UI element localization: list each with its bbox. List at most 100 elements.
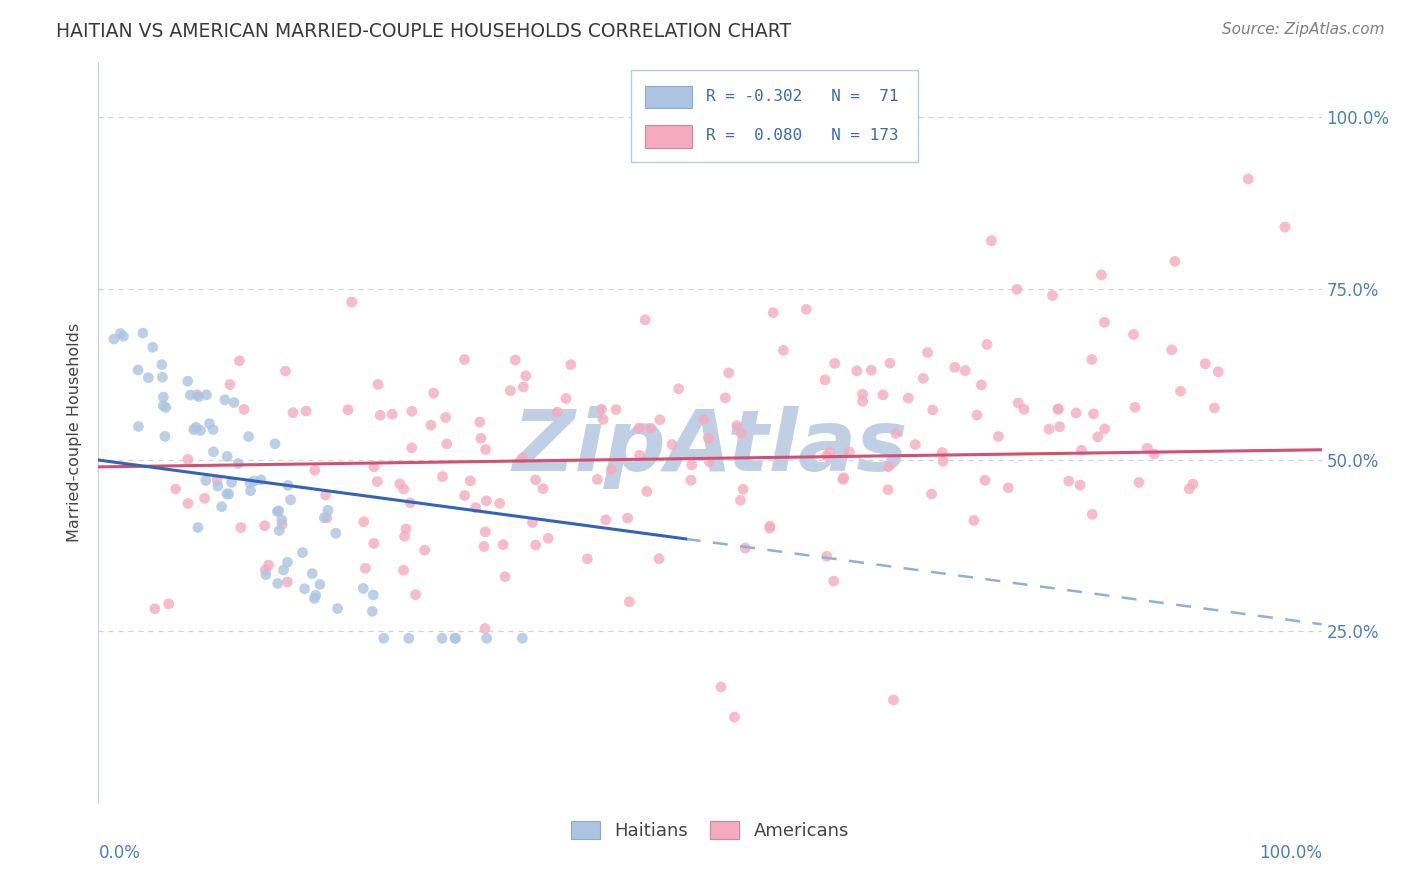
Point xyxy=(1094,315,1116,329)
Legend: Haitians, Americans: Haitians, Americans xyxy=(562,813,858,849)
Point xyxy=(366,475,388,489)
Point xyxy=(1090,268,1112,282)
Point xyxy=(1164,254,1187,268)
Point xyxy=(1083,407,1105,421)
Point xyxy=(325,526,347,541)
Point xyxy=(953,364,976,378)
Point xyxy=(699,455,721,469)
Point xyxy=(304,463,326,477)
Point xyxy=(309,577,332,591)
Point xyxy=(730,426,752,441)
Point xyxy=(243,474,266,488)
Point xyxy=(697,431,720,445)
Point xyxy=(276,555,298,569)
Point xyxy=(877,483,900,497)
Point xyxy=(363,536,385,550)
Point xyxy=(818,445,841,459)
Point xyxy=(515,368,537,383)
Point xyxy=(921,403,943,417)
Point xyxy=(488,496,510,510)
Point xyxy=(845,364,868,378)
Bar xyxy=(645,126,692,147)
Point xyxy=(221,475,243,490)
Point xyxy=(733,483,755,497)
Point xyxy=(932,454,955,468)
Point xyxy=(184,420,207,434)
Point xyxy=(1080,352,1102,367)
Point xyxy=(315,488,337,502)
Point xyxy=(824,356,846,370)
Point xyxy=(966,408,988,422)
Point xyxy=(1046,402,1069,417)
Point xyxy=(595,513,617,527)
Point xyxy=(239,483,262,498)
Point xyxy=(592,412,614,426)
Point xyxy=(555,392,578,406)
Point xyxy=(218,487,240,501)
Point xyxy=(353,515,375,529)
Point xyxy=(401,441,423,455)
Point xyxy=(177,496,200,510)
Point xyxy=(897,391,920,405)
Point xyxy=(640,421,662,435)
Point xyxy=(394,529,416,543)
Point xyxy=(157,597,180,611)
Point xyxy=(1005,282,1028,296)
Text: HAITIAN VS AMERICAN MARRIED-COUPLE HOUSEHOLDS CORRELATION CHART: HAITIAN VS AMERICAN MARRIED-COUPLE HOUSE… xyxy=(56,22,792,41)
Point xyxy=(661,437,683,451)
Point xyxy=(142,340,165,354)
Point xyxy=(183,423,205,437)
Point xyxy=(475,493,498,508)
Point xyxy=(281,406,304,420)
Point xyxy=(796,302,818,317)
Point xyxy=(605,402,627,417)
Point xyxy=(823,574,845,588)
Point xyxy=(177,374,200,388)
Point xyxy=(474,442,496,457)
Point xyxy=(472,540,495,554)
Point xyxy=(453,352,475,367)
Point xyxy=(723,710,745,724)
Point xyxy=(679,473,702,487)
Point xyxy=(211,500,233,514)
Point xyxy=(373,632,395,646)
Point xyxy=(150,358,173,372)
Point xyxy=(759,519,782,533)
Point xyxy=(254,563,277,577)
Point xyxy=(494,570,516,584)
Point xyxy=(1123,401,1146,415)
Point xyxy=(187,520,209,534)
Point xyxy=(474,622,496,636)
Point xyxy=(217,450,239,464)
Point xyxy=(337,402,360,417)
Point xyxy=(1136,441,1159,455)
Text: 100.0%: 100.0% xyxy=(1258,844,1322,862)
Point xyxy=(772,343,794,358)
Point xyxy=(912,371,935,385)
Point xyxy=(186,388,208,402)
Point xyxy=(266,504,288,518)
Point xyxy=(1160,343,1182,357)
Point xyxy=(852,394,875,409)
Point xyxy=(143,602,166,616)
Point xyxy=(980,234,1002,248)
Point xyxy=(762,305,785,319)
Point xyxy=(177,452,200,467)
Point xyxy=(361,588,384,602)
Point xyxy=(832,473,855,487)
Point xyxy=(238,429,260,443)
Point xyxy=(326,601,349,615)
Point xyxy=(198,417,221,431)
Point xyxy=(681,458,703,472)
Point xyxy=(315,511,337,525)
Point xyxy=(110,326,132,341)
Point xyxy=(454,488,477,502)
Point xyxy=(214,392,236,407)
Point xyxy=(1042,288,1064,302)
Point xyxy=(127,419,149,434)
Point xyxy=(271,517,294,532)
Text: Source: ZipAtlas.com: Source: ZipAtlas.com xyxy=(1222,22,1385,37)
Point xyxy=(628,421,651,435)
Text: 0.0%: 0.0% xyxy=(98,844,141,862)
Point xyxy=(717,366,740,380)
